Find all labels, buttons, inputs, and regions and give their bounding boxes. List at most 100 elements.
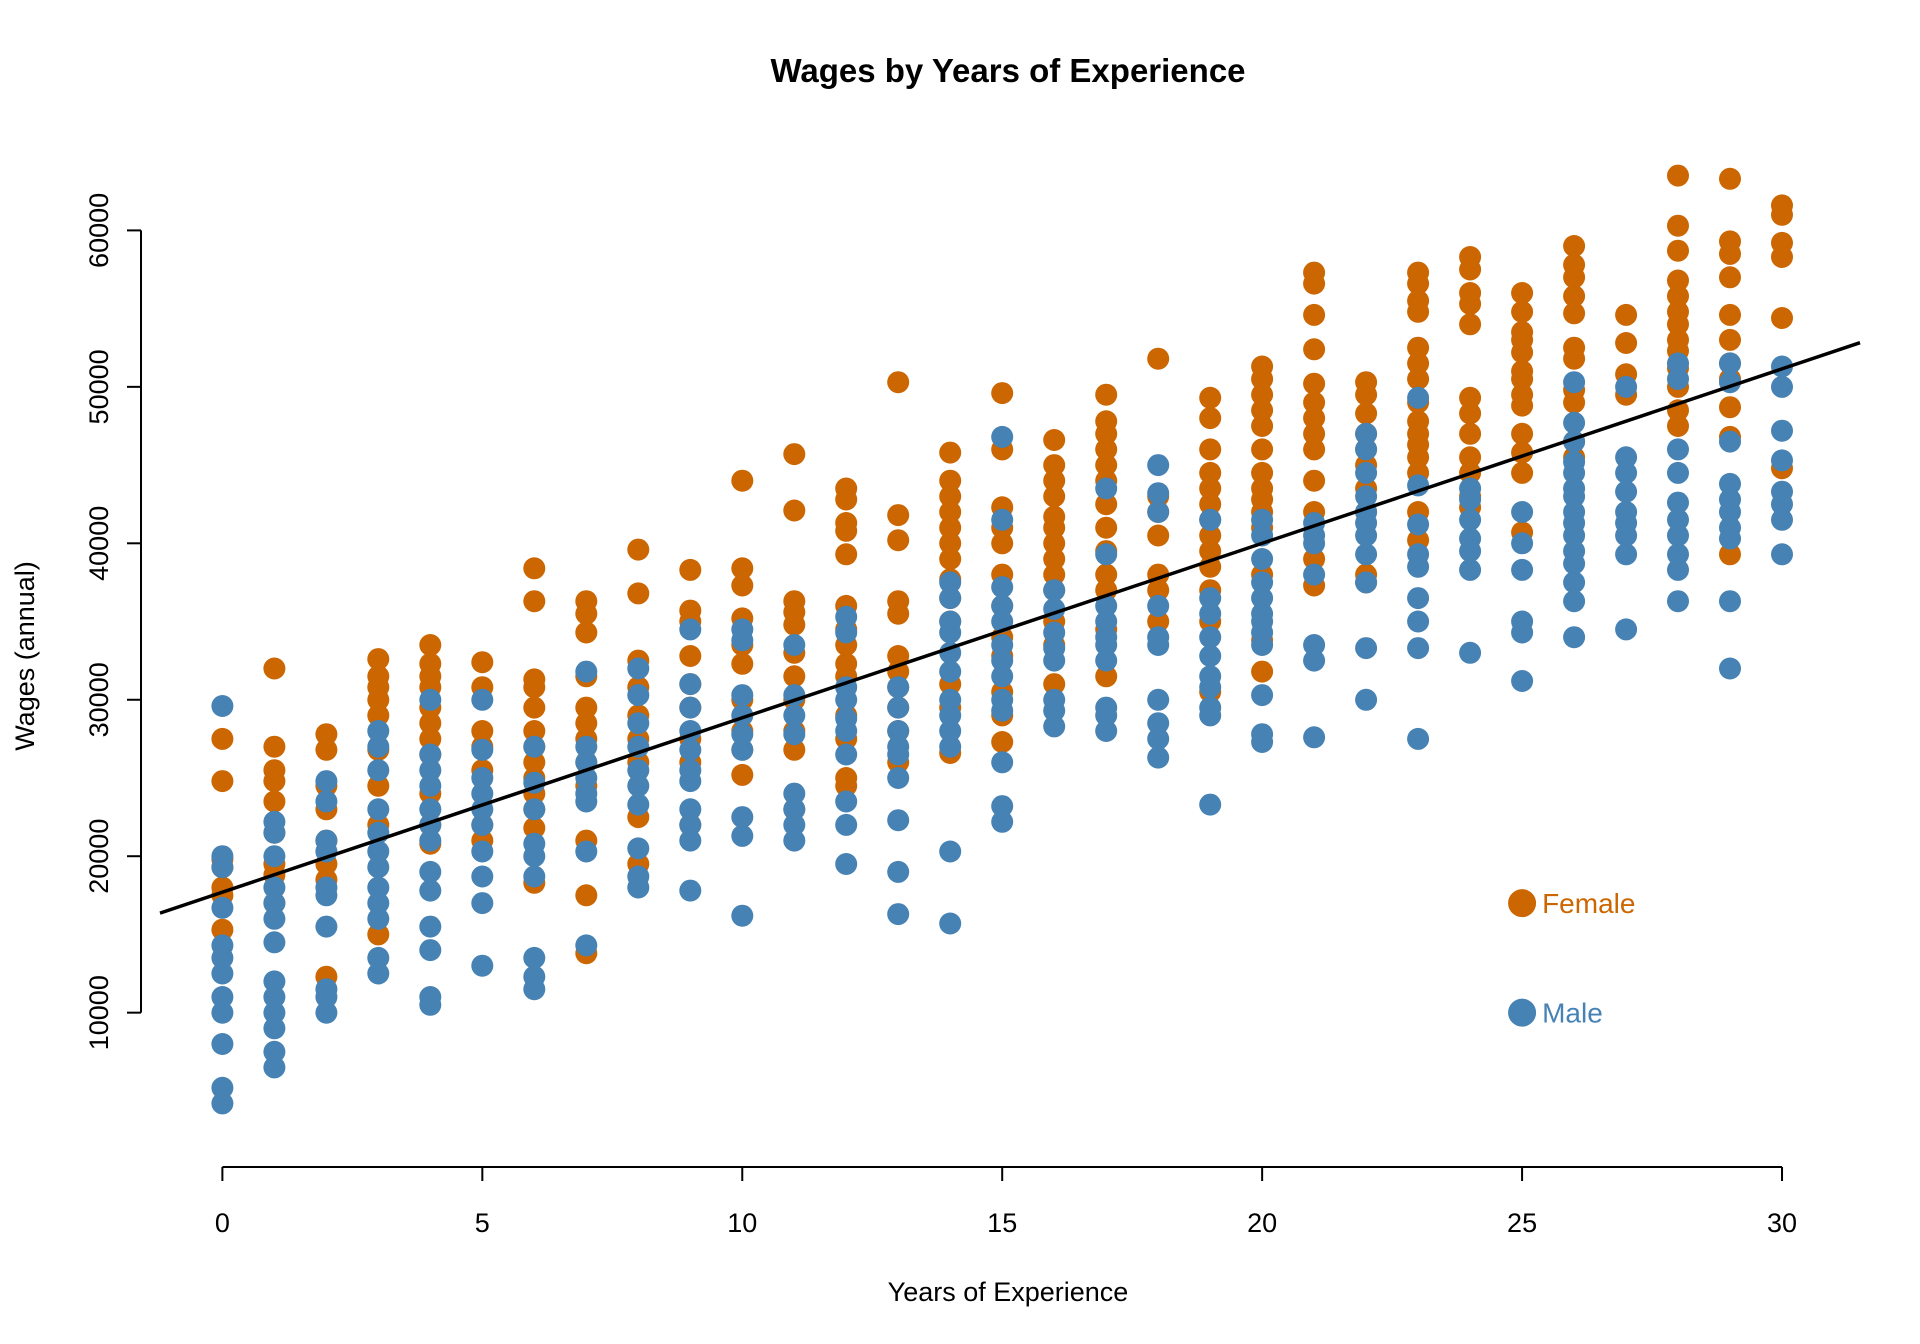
female-point [523,676,546,699]
male-point [1719,657,1741,680]
male-point [211,946,234,969]
male-point [1771,375,1793,398]
male-point [1511,558,1534,581]
male-point [627,657,650,680]
male-point [263,931,286,954]
female-point [1147,347,1170,370]
x-tick-label: 20 [1247,1208,1277,1238]
male-point [835,621,858,644]
male-point [263,1001,286,1024]
female-point [471,720,494,742]
female-point [887,602,910,625]
male-point [1355,438,1378,461]
x-tick-label: 30 [1767,1208,1797,1238]
male-point [1251,508,1274,531]
female-point [731,574,754,597]
female-point [211,727,234,750]
male-point [315,770,338,793]
male-point [835,743,858,766]
female-point [263,770,286,793]
female-point [1719,543,1741,566]
female-point [1719,242,1741,265]
male-point [1043,621,1066,644]
female-point [731,652,754,675]
male-point [1511,670,1534,692]
female-point [1771,246,1793,268]
male-point [263,876,286,899]
male-point [1563,461,1586,484]
male-point [1095,649,1118,672]
female-point [1459,422,1482,445]
female-point [1511,341,1534,364]
male-point [1199,508,1222,531]
male-point [1615,446,1638,469]
female-point [1199,540,1222,563]
male-point [315,915,338,938]
male-point [471,813,494,836]
female-point [939,516,962,539]
male-point [211,962,234,985]
female-point [1043,673,1066,696]
female-point [1147,610,1170,633]
male-point [1511,501,1534,523]
male-point [523,798,546,821]
male-point [419,915,442,938]
female-point [1719,396,1741,419]
male-point [1667,352,1689,375]
female-point [1719,328,1741,351]
female-point [575,602,598,625]
female-point [1251,399,1274,422]
male-point [1667,590,1689,613]
male-point [523,865,546,888]
female-point [211,770,234,793]
x-tick-label: 25 [1507,1208,1537,1238]
female-point [1563,347,1586,370]
male-point [367,892,390,915]
female-point [1303,469,1326,492]
female-point [575,696,598,719]
male-point [731,904,754,927]
male-point [1667,558,1689,581]
female-point [1511,422,1534,445]
male-point [1043,579,1066,602]
male-point [419,860,442,883]
female-point [1771,203,1793,226]
male-point [1719,472,1741,495]
male-point [1147,712,1170,735]
female-point [1563,302,1586,325]
male-point [1459,641,1482,664]
female-point [1563,266,1586,289]
male-point [1459,488,1482,511]
female-point [1095,383,1118,406]
female-point [783,665,806,688]
male-point [1095,720,1118,742]
legend-female-marker [1508,889,1537,918]
male-point [1095,594,1118,617]
male-point [731,684,754,707]
male-point [679,798,702,821]
female-point [1303,338,1326,361]
male-point [1563,552,1586,575]
male-point [1199,704,1222,727]
female-point [939,485,962,508]
female-point [263,790,286,813]
male-point [1459,558,1482,581]
female-point [835,774,858,797]
female-point [1043,532,1066,555]
female-point [1407,368,1430,390]
female-point [1095,665,1118,688]
female-point [1199,524,1222,547]
female-point [1043,548,1066,570]
female-point [1563,285,1586,308]
male-point [575,660,598,683]
male-point [991,508,1014,531]
male-point [1407,637,1430,660]
male-point [367,946,390,969]
male-point [419,688,442,711]
male-point [1719,501,1741,523]
female-point [419,634,442,656]
female-point [627,538,650,561]
male-point [1355,688,1378,711]
male-point [939,660,962,683]
male-point [731,723,754,746]
